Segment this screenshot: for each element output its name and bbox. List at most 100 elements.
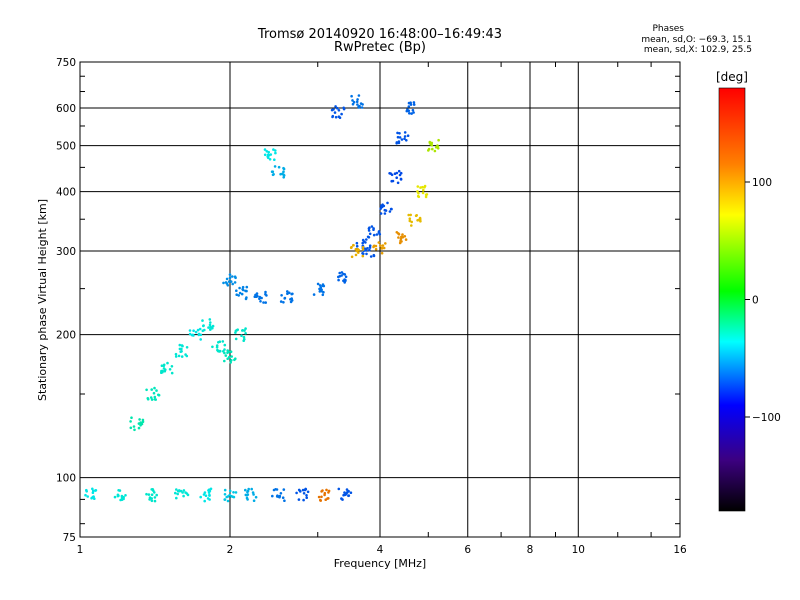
data-point	[207, 326, 210, 329]
data-point	[246, 498, 249, 501]
data-point	[150, 497, 153, 500]
data-point	[343, 491, 346, 494]
data-point	[272, 173, 275, 176]
data-point	[119, 498, 122, 502]
data-point	[344, 275, 348, 279]
plot-frame	[79, 61, 681, 538]
y-tick-label: 400	[56, 187, 76, 199]
data-point	[282, 488, 286, 491]
data-point	[264, 290, 267, 294]
data-point	[408, 112, 411, 115]
data-point	[133, 428, 136, 432]
data-point	[360, 106, 364, 109]
data-point	[188, 332, 192, 336]
data-point	[418, 218, 422, 222]
data-point	[181, 344, 184, 348]
data-point	[174, 352, 178, 356]
data-point	[233, 275, 237, 279]
data-point	[174, 355, 178, 358]
data-point	[209, 325, 212, 329]
data-point	[166, 361, 169, 365]
data-point	[223, 343, 227, 347]
data-point	[227, 280, 231, 283]
data-point	[228, 273, 232, 276]
data-point	[149, 396, 153, 399]
data-point	[150, 388, 153, 391]
data-point	[174, 491, 177, 495]
data-point	[162, 363, 166, 367]
data-point	[412, 111, 415, 114]
data-point	[361, 254, 365, 258]
data-point	[333, 111, 337, 114]
data-point	[305, 496, 309, 500]
data-point	[207, 488, 211, 492]
data-point	[334, 105, 337, 108]
data-point	[199, 495, 202, 499]
data-point	[265, 294, 268, 297]
data-point	[198, 327, 202, 331]
data-point	[338, 116, 342, 119]
data-point	[417, 192, 420, 195]
data-point	[185, 346, 189, 349]
data-point	[415, 214, 419, 217]
y-tick-label: 100	[56, 473, 76, 485]
data-point	[234, 491, 238, 494]
data-point	[132, 425, 136, 428]
data-point	[350, 255, 354, 259]
data-point	[384, 242, 387, 245]
data-point	[229, 280, 233, 283]
data-point	[370, 225, 374, 228]
data-point	[270, 170, 274, 173]
y-tick-label: 750	[56, 57, 76, 69]
data-point	[262, 301, 265, 304]
data-point	[196, 328, 200, 332]
data-point	[177, 354, 181, 358]
data-point	[355, 100, 359, 103]
data-point	[206, 497, 210, 500]
data-point	[312, 293, 316, 296]
data-point	[223, 351, 226, 355]
data-point	[208, 494, 211, 497]
data-point	[412, 101, 416, 104]
data-point	[274, 151, 277, 155]
data-point	[301, 488, 305, 492]
data-point	[275, 495, 279, 498]
plot-grid	[80, 62, 680, 537]
data-point	[153, 398, 157, 401]
data-point	[150, 398, 154, 401]
data-point	[386, 201, 389, 205]
data-point	[180, 350, 183, 353]
x-tick-label: 2	[227, 544, 234, 556]
data-point	[137, 426, 141, 430]
data-point	[215, 346, 219, 349]
data-point	[320, 495, 323, 499]
data-point	[242, 339, 245, 343]
data-point	[424, 195, 428, 199]
data-point	[164, 368, 167, 372]
data-point	[218, 349, 222, 353]
data-point	[361, 103, 364, 106]
data-point	[266, 153, 270, 157]
data-point	[343, 273, 347, 276]
data-point	[349, 491, 353, 495]
data-point	[368, 226, 371, 229]
data-point	[368, 246, 372, 249]
data-point	[391, 179, 395, 183]
data-point	[395, 171, 399, 175]
data-point	[211, 324, 215, 328]
data-point	[231, 495, 234, 499]
data-point	[346, 490, 349, 494]
data-point	[251, 491, 255, 494]
data-point	[403, 131, 407, 134]
data-point	[397, 232, 401, 236]
data-point	[208, 318, 212, 321]
data-point	[350, 245, 353, 249]
data-point	[430, 141, 434, 145]
data-point	[267, 150, 271, 154]
data-point	[246, 489, 250, 493]
data-point	[235, 289, 238, 293]
data-point	[153, 491, 156, 494]
y-tick-label: 300	[56, 246, 76, 258]
data-point	[421, 185, 424, 189]
data-point	[286, 290, 289, 293]
